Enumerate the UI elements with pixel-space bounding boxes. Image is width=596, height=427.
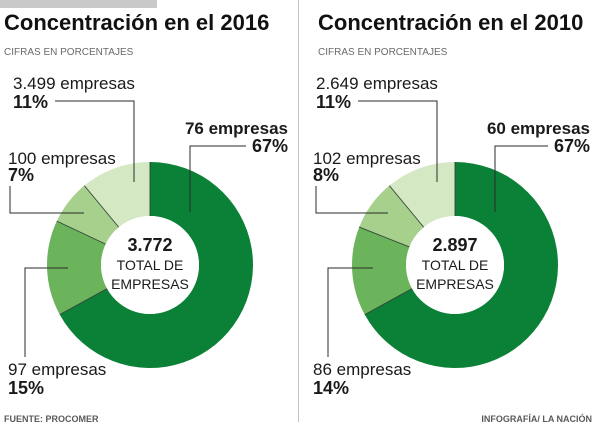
donut-hole (101, 216, 199, 314)
donut-center-line1-2010: TOTAL DE (421, 257, 489, 273)
slice-pct-2016-97: 15% (8, 378, 45, 398)
top-accent-bar (0, 0, 157, 8)
slice-divider (364, 288, 413, 316)
slice-divider (388, 185, 425, 228)
donut-slice (47, 221, 108, 315)
slice-pct-2016-100: 7% (8, 165, 35, 185)
donut-slice (364, 162, 559, 368)
slice-divider (56, 220, 106, 245)
slice-pct-2010-2649: 11% (316, 92, 352, 112)
footer-credit: INFOGRAFÍA/ LA NACIÓN (481, 414, 592, 424)
slice-pct-2016-76: 67% (251, 136, 288, 156)
chart-subtitle-2016: CIFRAS EN PORCENTAJES (4, 47, 134, 58)
slice-divider (83, 185, 120, 228)
donut-center-line1-2016: TOTAL DE (116, 257, 184, 273)
slice-label-2016-97: 97 empresas (8, 360, 107, 379)
slice-label-2010-60: 60 empresas (486, 119, 590, 138)
slice-divider (359, 226, 410, 248)
donut-slice (59, 162, 253, 368)
panel-divider (298, 0, 299, 422)
footer-source: FUENTE: PROCOMER (4, 414, 99, 424)
slice-pct-2010-102: 8% (313, 165, 340, 185)
donut-chart-2010 (352, 162, 559, 368)
donut-slice (56, 185, 119, 245)
slice-divider (59, 288, 108, 316)
callout-line-2010-86-empresas (327, 267, 373, 357)
slice-label-2016-3499: 3.499 empresas (13, 74, 135, 93)
callout-line-2016-100-empresas (9, 186, 84, 214)
slice-pct-2010-86: 14% (313, 378, 350, 398)
chart-subtitle-2010: CIFRAS EN PORCENTAJES (318, 47, 448, 58)
chart-title-2010: Concentración en el 2010 (318, 10, 584, 35)
callout-lines (9, 100, 548, 357)
callout-line-2016-3499-empresas (55, 100, 135, 182)
callout-line-2010-60-empresas (494, 145, 548, 212)
callout-line-2010-102-empresas (315, 186, 388, 214)
donut-center-line2-2010: EMPRESAS (416, 276, 494, 292)
slice-pct-2010-60: 67% (553, 136, 590, 156)
donut-slice (352, 227, 413, 315)
donut-center-total-2016: 3.772 (127, 235, 173, 255)
donut-center-total-2010: 2.897 (432, 235, 478, 255)
slice-label-2016-100: 100 empresas (8, 149, 116, 168)
callout-line-2010-2649-empresas (358, 100, 438, 182)
donut-slice (359, 185, 424, 247)
slice-label-2010-2649: 2.649 empresas (316, 74, 438, 93)
slice-label-2010-86: 86 empresas (313, 360, 412, 379)
slice-pct-2016-3499: 11% (13, 92, 49, 112)
callout-line-2016-76-empresas (189, 145, 246, 212)
chart-title-2016: Concentración en el 2016 (4, 10, 270, 35)
callout-line-2016-97-empresas (24, 267, 68, 357)
slice-label-2016-76: 76 empresas (184, 119, 288, 138)
donut-slice (389, 162, 455, 228)
slice-label-2010-102: 102 empresas (313, 149, 421, 168)
donut-center-line2-2016: EMPRESAS (111, 276, 189, 292)
donut-hole (406, 216, 504, 314)
